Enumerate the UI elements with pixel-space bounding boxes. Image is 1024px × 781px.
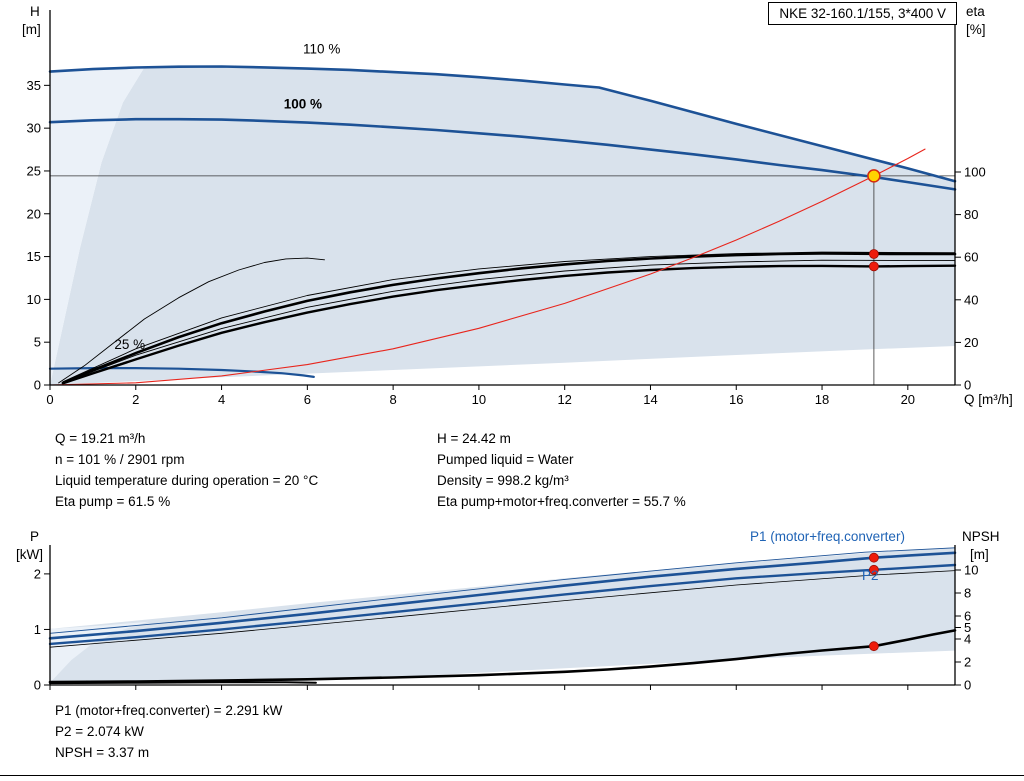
y2-tick-label: 6 (964, 609, 971, 624)
info-line-q: Q = 19.21 m³/h (55, 431, 146, 446)
y-tick-label: 15 (27, 249, 41, 264)
p-axis-title-line2: [kW] (16, 547, 43, 562)
power-npsh-chart: 0 1 2 0 2 456 8 10 P [kW] NPSH [m] P1 (motor+freq.co… (16, 529, 1000, 693)
eta-total-point (869, 261, 879, 272)
info-line-eta-total: Eta pump+motor+freq.converter = 55.7 % (437, 494, 686, 509)
speed-label-25: 25 % (114, 337, 145, 352)
y-tick-label: 30 (27, 121, 41, 136)
npsh-curve (48, 629, 957, 684)
info-line-speed: n = 101 % / 2901 rpm (55, 452, 185, 467)
info-line-eta-pump: Eta pump = 61.5 % (55, 494, 171, 509)
eta-curve-25 (58, 257, 325, 384)
eta-axis-title-line2: [%] (966, 22, 986, 37)
y2-tick-label: 60 (964, 250, 978, 265)
y-tick-label: 10 (27, 292, 41, 307)
speed-curve-100 (48, 117, 957, 191)
x-tick-label: 10 (472, 392, 486, 407)
power-envelope (50, 547, 955, 683)
y2-tick-label: 0 (964, 378, 971, 393)
y2-tick-label: 40 (964, 292, 978, 307)
p1-upper-thin (49, 547, 956, 634)
eta-axis-title-line1: eta (966, 4, 985, 19)
p-lower-thin (49, 570, 956, 648)
npsh-axis-title-line2: [m] (970, 547, 989, 562)
y-tick-label: 0 (34, 378, 41, 393)
eta-total-curve (61, 264, 957, 385)
operating-envelope (50, 66, 955, 385)
y2-tick-label: 20 (964, 335, 978, 350)
y-tick-label: 2 (34, 566, 41, 581)
y2-tick-label: 5 (964, 620, 971, 635)
y-tick-label: 25 (27, 163, 41, 178)
x-tick-label: 8 (390, 392, 397, 407)
y-tick-label: 35 (27, 78, 41, 93)
speed-curve-110 (48, 65, 957, 183)
speed-label-100: 100 % (284, 96, 322, 111)
y2-tick-label: 80 (964, 207, 978, 222)
result-line-npsh: NPSH = 3.37 m (55, 745, 150, 760)
y2-tick-label: 2 (964, 655, 971, 670)
x-tick-label: 12 (557, 392, 571, 407)
x-tick-label: 6 (304, 392, 311, 407)
p1-label: P1 (motor+freq.converter) (750, 529, 905, 544)
eta-pump-curve (61, 252, 957, 385)
duty-info-right-column: H = 24.42 m Pumped liquid = Water Densit… (437, 428, 686, 512)
qh-eta-chart: 0 2 4 6 8 10 12 14 16 18 20 0 5 10 15 20 25 30 35 0 20 40 60 80… (22, 4, 1013, 407)
h-axis-title-line2: [m] (22, 22, 41, 37)
y2-tick-label: 10 (964, 563, 978, 578)
x-tick-label: 16 (729, 392, 743, 407)
h-axis-title-line1: H (30, 4, 40, 19)
x-tick-label: 14 (643, 392, 657, 407)
p1-point (869, 552, 879, 563)
x-tick-label: 18 (815, 392, 829, 407)
control-parabola (49, 148, 926, 386)
npsh-axis-title-line1: NPSH (962, 529, 1000, 544)
x-tick-label: 0 (46, 392, 53, 407)
y2-tick-label: 100 (964, 165, 986, 180)
q-axis-title: Q [m³/h] (964, 392, 1013, 407)
info-line-head: H = 24.42 m (437, 431, 511, 446)
duty-point (867, 169, 881, 183)
eta-pump-point (869, 249, 879, 259)
info-line-temperature: Liquid temperature during operation = 20… (55, 473, 319, 488)
results-block: P1 (motor+freq.converter) = 2.291 kW P2 … (55, 700, 282, 763)
y2-tick-label: 0 (964, 678, 971, 693)
duty-info-left-column: Q = 19.21 m³/h n = 101 % / 2901 rpm Liqu… (55, 428, 318, 512)
npsh-point (869, 641, 879, 652)
p-axis-title-line1: P (30, 529, 39, 544)
y-tick-label: 1 (34, 622, 41, 637)
x-tick-label: 4 (218, 392, 225, 407)
y2-tick-label: 4 (964, 632, 971, 647)
y2-tick-label: 8 (964, 586, 971, 601)
y-tick-label: 5 (34, 335, 41, 350)
info-line-density: Density = 998.2 kg/m³ (437, 473, 569, 488)
pump-model-title: NKE 32-160.1/155, 3*400 V (768, 2, 957, 25)
y-tick-label: 20 (27, 206, 41, 221)
p2-label: P2 (862, 568, 879, 583)
p2-point (869, 564, 879, 575)
info-line-liquid: Pumped liquid = Water (437, 452, 574, 467)
speed-label-110: 110 % (303, 42, 340, 57)
bottom-divider (0, 775, 1024, 776)
eta-thin-mid (62, 259, 956, 384)
x-tick-label: 2 (132, 392, 139, 407)
result-line-p1: P1 (motor+freq.converter) = 2.291 kW (55, 703, 283, 718)
x-tick-label: 20 (901, 392, 915, 407)
low-flow-wedge (50, 67, 145, 386)
y-tick-label: 0 (34, 678, 41, 693)
result-line-p2: P2 = 2.074 kW (55, 724, 144, 739)
